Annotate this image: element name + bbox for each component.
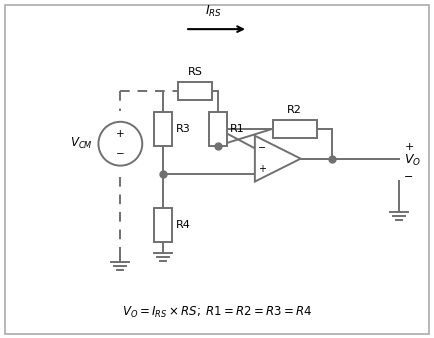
Text: R4: R4 xyxy=(176,220,191,231)
Text: +: + xyxy=(404,142,414,152)
Circle shape xyxy=(99,122,142,166)
Text: RS: RS xyxy=(187,67,203,77)
Polygon shape xyxy=(255,136,301,182)
Bar xyxy=(273,120,317,138)
Text: $I_{RS}$: $I_{RS}$ xyxy=(205,4,223,19)
Bar xyxy=(154,209,172,242)
Text: +: + xyxy=(116,129,125,139)
Text: −: − xyxy=(258,143,266,153)
Text: −: − xyxy=(404,172,414,182)
Text: R3: R3 xyxy=(176,124,191,134)
FancyBboxPatch shape xyxy=(5,5,429,334)
Bar xyxy=(154,112,172,146)
Text: $V_O = I_{RS} \times RS;\; R1 = R2 = R3 = R4$: $V_O = I_{RS} \times RS;\; R1 = R2 = R3 … xyxy=(122,305,312,320)
Text: R2: R2 xyxy=(287,105,302,115)
Bar xyxy=(209,112,227,146)
Text: $V_O$: $V_O$ xyxy=(404,153,421,168)
Text: R1: R1 xyxy=(230,124,245,134)
Text: −: − xyxy=(116,149,125,159)
Bar xyxy=(178,82,212,100)
Text: +: + xyxy=(258,164,266,174)
Text: $V_{CM}$: $V_{CM}$ xyxy=(70,136,92,151)
